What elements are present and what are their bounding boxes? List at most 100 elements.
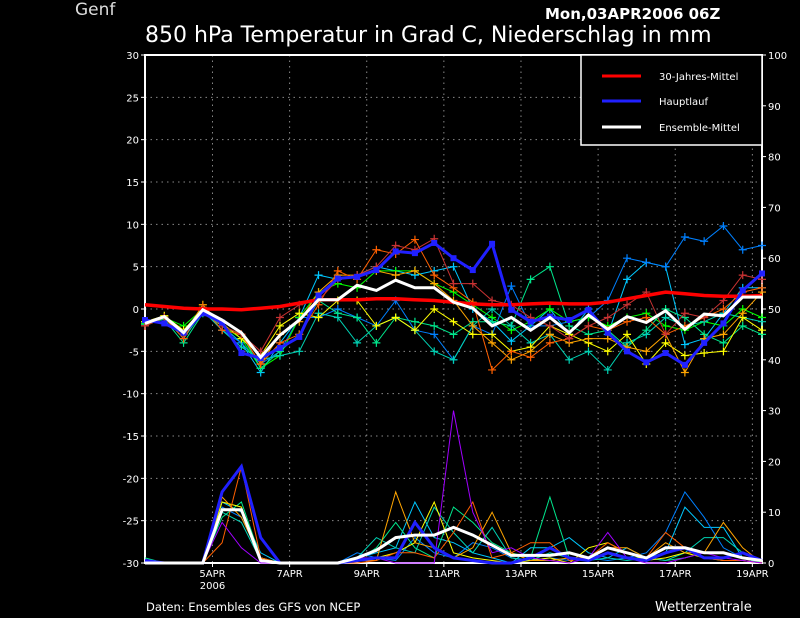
member-temp-point — [623, 317, 632, 326]
member-temp-point — [603, 334, 612, 343]
y-tick-label-right: 80 — [768, 153, 781, 164]
member-temp-point — [719, 338, 728, 347]
member-temp-point — [507, 282, 516, 291]
y-tick-label-right: 50 — [768, 305, 781, 316]
x-tick-label: 13APR — [505, 569, 538, 580]
y-tick-label-right: 0 — [768, 559, 774, 570]
main-run-temp-point — [739, 287, 746, 294]
member-temp-point — [758, 326, 766, 335]
y-tick-label-left: 15 — [126, 178, 139, 189]
x-tick-label: 19APR — [736, 569, 769, 580]
member-temp-point — [603, 365, 612, 374]
y-tick-label-right: 60 — [768, 254, 781, 265]
plot-frame — [144, 54, 763, 564]
member-temp-point — [661, 330, 670, 339]
member-temp-point — [314, 313, 323, 322]
member-temp-point — [449, 317, 458, 326]
member-temp-point — [314, 271, 323, 280]
member-temp-point — [758, 317, 766, 326]
main-run-temp-point — [142, 317, 148, 324]
y-tick-label-left: -25 — [123, 517, 139, 528]
y-tick-label-left: 0 — [133, 305, 139, 316]
member-temp-point — [488, 338, 497, 347]
member-temp-point — [410, 235, 419, 244]
temperature-series — [141, 222, 766, 377]
member-temp-point — [565, 334, 574, 343]
member-temp-point — [738, 271, 747, 280]
member-temp-point — [603, 347, 612, 356]
axes: -30 -25 -20 -15 -10 -5 0 5 10 15 20 25 30 0 10 20 30 40 50… — [123, 51, 787, 592]
member-temp-point — [333, 266, 342, 275]
member-temp-point — [256, 360, 265, 369]
member-temp-point — [430, 279, 439, 288]
member-temp-point — [410, 326, 419, 335]
main-run-temp-point — [334, 275, 341, 282]
main-run-temp-point — [219, 319, 226, 326]
y-tick-label-left: 30 — [126, 51, 139, 62]
member-temp-point — [507, 347, 516, 356]
member-temp-point — [256, 347, 265, 356]
main-run-temp-point — [450, 255, 457, 262]
location-label: Genf — [75, 0, 116, 20]
member-temp-point — [623, 254, 632, 263]
x-tick-label: 9APR — [354, 569, 380, 580]
member-temp-point — [738, 321, 747, 330]
main-run-temp-point — [392, 248, 399, 255]
member-temp-point — [603, 313, 612, 322]
member-temp-point — [410, 317, 419, 326]
member-temp-point — [526, 275, 535, 284]
member-temp-point — [700, 349, 709, 358]
run-timestamp: Mon,03APR2006 06Z — [545, 5, 720, 23]
main-run-temp-point — [720, 320, 727, 327]
member-temp-point — [353, 313, 362, 322]
legend: 30-Jahres-Mittel Hauptlauf Ensemble-Mitt… — [580, 54, 763, 146]
x-tick-label: 7APR — [277, 569, 303, 580]
member-precip-line — [144, 410, 763, 564]
main-run-temp-point — [527, 318, 534, 325]
main-run-temp-point — [469, 267, 476, 274]
member-temp-point — [333, 313, 342, 322]
x-tick-label: 5APR — [199, 569, 225, 580]
member-temp-point — [430, 330, 439, 339]
member-temp-point — [545, 305, 554, 313]
member-temp-point — [430, 305, 439, 313]
main-run-temp-point — [373, 267, 380, 274]
member-temp-point — [449, 262, 458, 271]
member-temp-point — [584, 334, 593, 343]
member-temp-point — [661, 321, 670, 330]
y-tick-label-left: -30 — [123, 559, 139, 570]
member-temp-point — [430, 271, 439, 280]
data-source: Daten: Ensembles des GFS von NCEP — [146, 600, 360, 614]
main-run-temp-point — [701, 339, 708, 346]
member-temp-point — [738, 245, 747, 254]
member-temp-point — [719, 347, 728, 356]
x-tick-label: 17APR — [659, 569, 692, 580]
member-temp-point — [410, 266, 419, 275]
member-temp-point — [275, 351, 284, 360]
member-temp-point — [295, 309, 304, 318]
member-temp-point — [719, 305, 728, 313]
main-run-temp-point — [508, 306, 515, 313]
y-tick-label-left: -10 — [123, 390, 139, 401]
member-temp-point — [623, 330, 632, 339]
member-temp-point — [623, 300, 632, 309]
member-temp-point — [507, 337, 516, 346]
y-tick-label-right: 20 — [768, 457, 781, 468]
main-run-temp-point — [276, 344, 283, 351]
main-run-temp-point — [161, 320, 168, 327]
member-temp-point — [372, 338, 381, 347]
member-temp-point — [449, 330, 458, 339]
member-temp-point — [700, 237, 709, 246]
member-temp-point — [391, 313, 400, 322]
main-run-precip-line — [144, 463, 763, 565]
y-tick-label-right: 70 — [768, 203, 781, 214]
member-temp-point — [642, 330, 651, 339]
main-run-temp-point — [566, 317, 573, 324]
member-temp-point — [468, 321, 477, 330]
member-temp-point — [661, 313, 670, 322]
main-run-temp-point — [238, 350, 245, 357]
member-temp-point — [680, 309, 689, 318]
y-tick-label-left: 5 — [133, 263, 139, 274]
ensemble-mean-precip-line — [145, 508, 763, 565]
